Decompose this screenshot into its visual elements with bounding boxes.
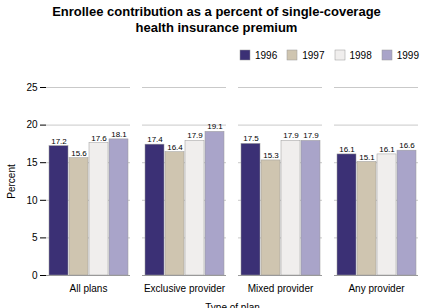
- html-text:1998: 1998: [349, 49, 372, 61]
- svg-text:17.9: 17.9: [187, 131, 203, 140]
- svg-text:Any provider: Any provider: [348, 282, 405, 293]
- html-text:Enrollee contribution as a per: Enrollee contribution as a percent of si…: [52, 4, 381, 36]
- svg-text:16.1: 16.1: [379, 144, 395, 153]
- svg-text:17.2: 17.2: [51, 136, 67, 145]
- svg-text:15.6: 15.6: [71, 148, 87, 157]
- svg-text:0: 0: [32, 269, 38, 280]
- svg-text:Exclusive provider: Exclusive provider: [144, 282, 226, 293]
- svg-text:17.5: 17.5: [243, 134, 259, 143]
- svg-text:18.1: 18.1: [111, 129, 127, 138]
- svg-text:15: 15: [26, 156, 38, 167]
- html-text:1996: 1996: [255, 49, 278, 61]
- svg-text:16.1: 16.1: [339, 144, 355, 153]
- svg-text:17.6: 17.6: [91, 133, 107, 142]
- svg-text:Percent: Percent: [6, 164, 17, 199]
- svg-text:16.6: 16.6: [399, 141, 415, 150]
- svg-text:17.9: 17.9: [303, 131, 319, 140]
- svg-text:All plans: All plans: [70, 282, 108, 293]
- svg-text:20: 20: [26, 119, 38, 130]
- html-text:1999: 1999: [396, 49, 419, 61]
- svg-text:10: 10: [26, 194, 38, 205]
- svg-text:Type of plan: Type of plan: [205, 301, 259, 308]
- svg-text:19.1: 19.1: [207, 122, 223, 131]
- svg-text:17.4: 17.4: [147, 135, 163, 144]
- svg-text:16.4: 16.4: [167, 142, 183, 151]
- svg-text:17.9: 17.9: [283, 131, 299, 140]
- html-text:1997: 1997: [302, 49, 325, 61]
- svg-text:Mixed provider: Mixed provider: [248, 282, 314, 293]
- svg-text:25: 25: [26, 81, 38, 92]
- svg-text:15.1: 15.1: [359, 152, 375, 161]
- svg-text:5: 5: [32, 232, 38, 243]
- svg-text:15.3: 15.3: [263, 151, 279, 160]
